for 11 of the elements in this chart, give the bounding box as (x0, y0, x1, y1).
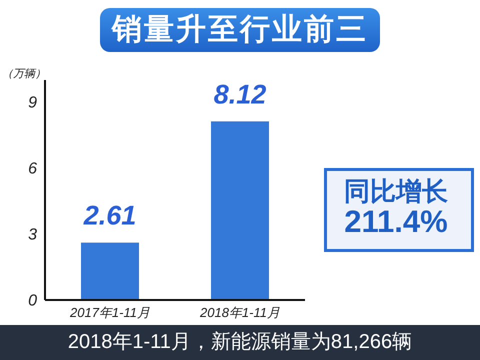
data-label: 8.12 (214, 79, 266, 110)
text: 2018年1-11月，新能源销量为81,266辆 (0, 325, 480, 360)
y-tick-label: 0 (28, 292, 38, 310)
chart-title: 销量升至行业前三 (100, 8, 380, 52)
y-tick-label: 3 (28, 226, 38, 244)
y-tick-label: 6 (28, 160, 38, 178)
y-axis-title: （万辆） (2, 67, 46, 81)
data-label: 2.61 (82, 200, 136, 231)
x-tick-label: 2018年1-11月 (199, 305, 280, 320)
y-tick-label: 9 (28, 94, 38, 112)
x-tick-label: 2017年1-11月 (69, 305, 150, 320)
